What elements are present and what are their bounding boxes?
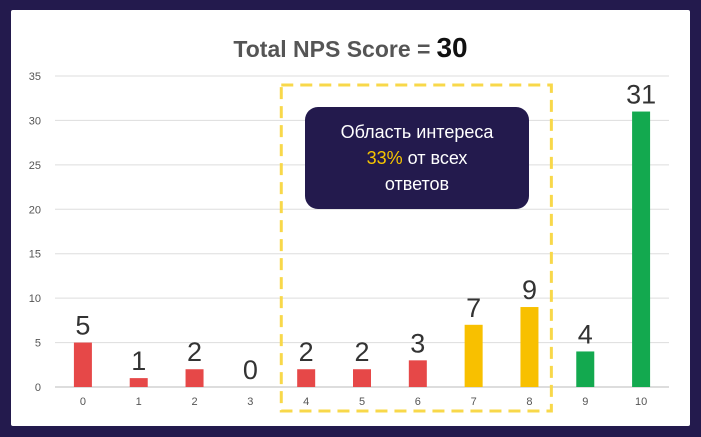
x-axis-ticks: 0 1 2 3 4 5 6 7 8 9 10	[80, 396, 647, 408]
callout-line-3: ответов	[384, 174, 450, 194]
bar-8	[520, 307, 539, 387]
callout-box: Область интереса 33% от всех ответов	[305, 107, 529, 209]
data-label-6: 3	[410, 328, 425, 358]
x-tick-label: 9	[582, 396, 588, 408]
data-label-7: 7	[466, 293, 481, 323]
data-label-10: 31	[626, 80, 656, 110]
y-tick-label: 20	[29, 204, 41, 216]
x-tick-label: 1	[136, 396, 142, 408]
x-tick-label: 3	[247, 396, 253, 408]
y-tick-label: 5	[35, 338, 41, 350]
bar-6	[408, 360, 427, 387]
x-tick-label: 8	[526, 396, 532, 408]
data-labels: 5 1 2 0 2 2 3 7 9 4 31	[75, 80, 656, 385]
bars	[73, 111, 651, 388]
bar-4	[297, 369, 316, 387]
data-label-1: 1	[131, 346, 146, 376]
callout-line-1: Область интереса	[340, 122, 494, 142]
data-label-3: 0	[243, 355, 258, 385]
highlight-region	[279, 83, 553, 413]
x-tick-label: 7	[471, 396, 477, 408]
y-tick-label: 15	[29, 249, 41, 261]
data-label-9: 4	[578, 319, 593, 349]
y-tick-label: 10	[29, 293, 41, 305]
y-tick-label: 25	[29, 160, 41, 172]
data-label-0: 5	[75, 311, 90, 341]
bar-7	[464, 324, 483, 387]
nps-score-value: 30	[436, 32, 468, 63]
chart-title: Total NPS Score = 30	[11, 32, 690, 64]
x-tick-label: 10	[635, 396, 647, 408]
callout-line-2-rest: от всех	[402, 148, 468, 168]
x-tick-label: 0	[80, 396, 86, 408]
chart-title-text: Total NPS Score =	[233, 36, 431, 62]
y-tick-label: 35	[29, 71, 41, 83]
callout-percent: 33%	[366, 148, 403, 168]
bar-1	[129, 378, 148, 387]
y-tick-label: 30	[29, 115, 41, 127]
data-label-2: 2	[187, 337, 202, 367]
bar-9	[576, 351, 595, 387]
data-label-4: 2	[299, 337, 314, 367]
bar-10	[632, 111, 651, 388]
x-tick-label: 4	[303, 396, 309, 408]
bar-2	[185, 369, 204, 387]
callout-line-2: 33% от всех	[305, 145, 529, 171]
chart-frame: 0 5 10 15 20 25 30 35 5 1 2 0 2 2 3 7 9 4 31 0 1 2 3 4 5 6 7 8 9 10…	[11, 10, 690, 426]
bar-5	[353, 369, 371, 387]
x-tick-label: 2	[191, 396, 197, 408]
data-label-5: 2	[354, 337, 369, 367]
x-tick-label: 5	[359, 396, 365, 408]
bar-0	[73, 342, 92, 387]
data-label-8: 9	[522, 275, 537, 305]
x-tick-label: 6	[415, 396, 421, 408]
y-tick-label: 0	[35, 382, 41, 394]
y-axis-ticks: 0 5 10 15 20 25 30 35	[29, 71, 41, 394]
